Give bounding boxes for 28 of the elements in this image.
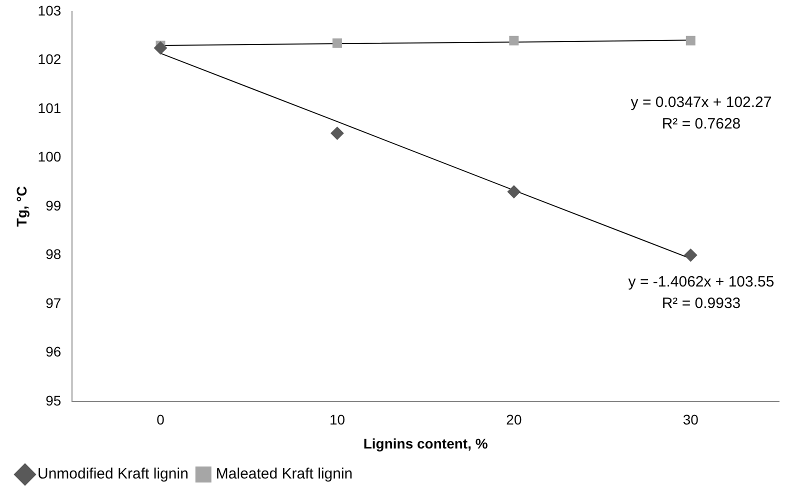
x-axis-title: Lignins content, % (363, 435, 488, 452)
legend-label: Maleated Kraft lignin (216, 466, 353, 483)
y-tick-label: 96 (46, 344, 62, 360)
y-tick-label: 103 (38, 2, 62, 18)
legend-label: Unmodified Kraft lignin (38, 466, 188, 483)
point (332, 38, 342, 48)
annotation: y = -1.4062x + 103.55 (628, 274, 774, 291)
point (509, 36, 519, 46)
y-tick-label: 97 (46, 294, 62, 311)
point (154, 41, 168, 54)
y-tick-label: 99 (46, 197, 62, 214)
point (330, 126, 344, 140)
x-tick-label: 0 (156, 412, 165, 428)
annotation: R² = 0.9933 (662, 295, 741, 312)
y-tick-label: 100 (38, 148, 62, 165)
x-tick-label: 20 (506, 412, 522, 428)
y-tick-label: 101 (38, 100, 62, 116)
x-tick-label: 10 (329, 412, 346, 428)
y-tick-label: 95 (46, 392, 62, 408)
annotation: y = 0.0347x + 102.27 (630, 94, 772, 112)
point (684, 248, 698, 262)
x-tick-label: 30 (682, 412, 699, 428)
point (507, 185, 520, 198)
point (686, 36, 696, 46)
y-tick-label: 102 (38, 51, 62, 68)
y-tick-label: 98 (46, 246, 62, 262)
y-axis-title: Tg, °C (13, 186, 30, 227)
annotation: R² = 0.7628 (662, 116, 741, 133)
